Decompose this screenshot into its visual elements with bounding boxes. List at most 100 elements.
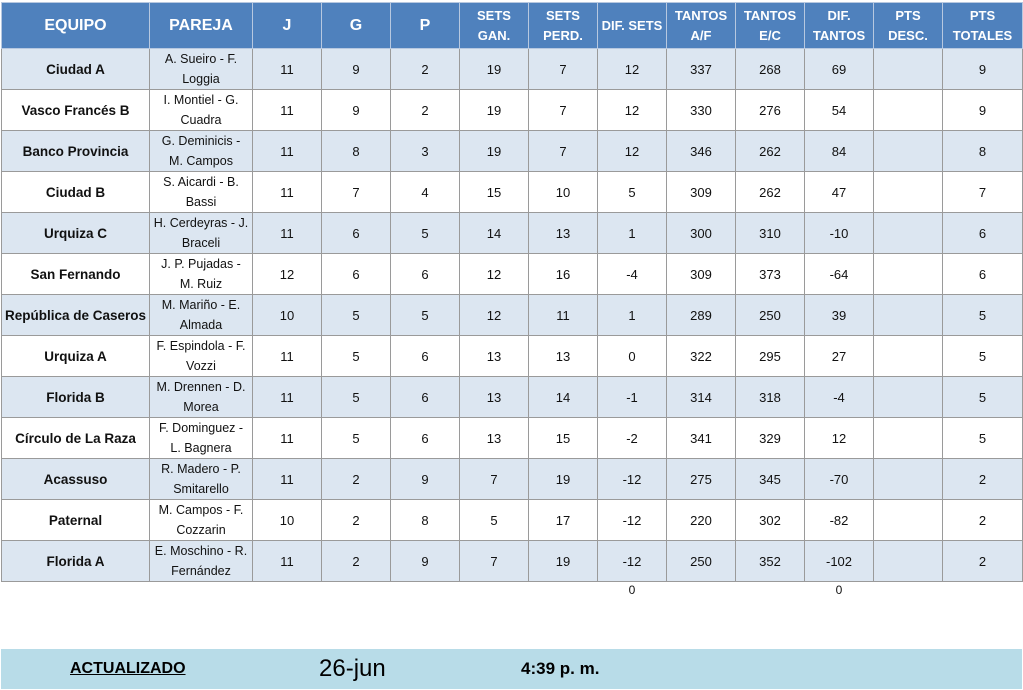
cell-pts-totales: 8 <box>942 130 1023 172</box>
header-row: EQUIPO PAREJA J G P SETS GAN. SETS PERD. D… <box>1 2 1023 49</box>
pair-line: R. Madero - P. <box>161 462 241 476</box>
cell-pts-totales: 5 <box>942 335 1023 377</box>
pair-line: Morea <box>183 400 219 414</box>
cell-g: 6 <box>321 253 391 295</box>
table-row: Paternal M. Campos - F. Cozzarin 10 2 8 5 17 -12… <box>1 499 1023 541</box>
cell-pareja: R. Madero - P. Smitarello <box>149 458 253 500</box>
pair-line: M. Campos - F. <box>158 503 244 517</box>
cell-sets-gan: 19 <box>459 130 529 172</box>
pair-line: M. Campos <box>169 154 233 168</box>
cell-tantos-af: 314 <box>666 376 736 418</box>
cell-pts-totales: 9 <box>942 48 1023 90</box>
cell-sets-perd: 14 <box>528 376 598 418</box>
col-header-tantos-ec: TANTOS E/C <box>735 2 805 49</box>
cell-dif-sets: -4 <box>597 253 667 295</box>
cell-pareja: M. Mariño - E. Almada <box>149 294 253 336</box>
cell-sets-perd: 16 <box>528 253 598 295</box>
cell-dif-sets: 12 <box>597 89 667 131</box>
cell-pts-desc <box>873 376 943 418</box>
cell-j: 11 <box>252 130 322 172</box>
cell-sets-perd: 19 <box>528 458 598 500</box>
cell-g: 8 <box>321 130 391 172</box>
table-row: Urquiza C H. Cerdeyras - J. Braceli 11 6 5 14 1… <box>1 212 1023 254</box>
cell-tantos-ec: 276 <box>735 89 805 131</box>
cell-dif-sets: -12 <box>597 458 667 500</box>
cell-dif-tantos: -10 <box>804 212 874 254</box>
cell-dif-sets: -12 <box>597 540 667 582</box>
pair-line: J. P. Pujadas - <box>161 257 241 271</box>
cell-pts-desc <box>873 171 943 213</box>
cell-equipo: Paternal <box>1 499 150 541</box>
standings-table: EQUIPO PAREJA J G P SETS GAN. SETS PERD. D… <box>1 2 1023 582</box>
cell-g: 5 <box>321 335 391 377</box>
cell-tantos-ec: 345 <box>735 458 805 500</box>
table-row: Ciudad A A. Sueiro - F. Loggia 11 9 2 19 7 12 337… <box>1 48 1023 90</box>
cell-g: 5 <box>321 417 391 459</box>
cell-tantos-af: 300 <box>666 212 736 254</box>
cell-tantos-af: 220 <box>666 499 736 541</box>
cell-dif-tantos: -82 <box>804 499 874 541</box>
pair-line: G. Deminicis - <box>161 134 241 148</box>
cell-p: 3 <box>390 130 460 172</box>
cell-pts-totales: 5 <box>942 294 1023 336</box>
cell-pts-totales: 6 <box>942 253 1023 295</box>
pair-line: Almada <box>179 318 223 332</box>
cell-p: 2 <box>390 48 460 90</box>
cell-g: 5 <box>321 294 391 336</box>
pair-line: F. Dominguez - <box>158 421 244 435</box>
table-row: Vasco Francés B I. Montiel - G. Cuadra 11 9 2… <box>1 89 1023 131</box>
cell-tantos-af: 337 <box>666 48 736 90</box>
cell-dif-tantos: -4 <box>804 376 874 418</box>
cell-sets-perd: 7 <box>528 130 598 172</box>
cell-pts-totales: 5 <box>942 417 1023 459</box>
cell-tantos-af: 346 <box>666 130 736 172</box>
cell-dif-sets: -1 <box>597 376 667 418</box>
cell-g: 9 <box>321 48 391 90</box>
cell-tantos-ec: 262 <box>735 171 805 213</box>
updated-date: 26-jun <box>319 655 386 682</box>
cell-equipo: Urquiza A <box>1 335 150 377</box>
cell-pts-totales: 2 <box>942 540 1023 582</box>
cell-equipo: San Fernando <box>1 253 150 295</box>
updated-time: 4:39 p. m. <box>521 659 600 678</box>
pair-line: H. Cerdeyras - J. <box>153 216 249 230</box>
col-header-pts-desc: PTS DESC. <box>873 2 943 49</box>
update-banner: ACTUALIZADO 26-jun 4:39 p. m. <box>1 649 1022 689</box>
col-header-g: G <box>321 2 391 49</box>
cell-sets-gan: 13 <box>459 335 529 377</box>
pair-line: Braceli <box>181 236 221 250</box>
col-header-dif-sets: DIF. SETS <box>597 2 667 49</box>
cell-g: 2 <box>321 540 391 582</box>
cell-equipo: República de Caseros <box>1 294 150 336</box>
cell-tantos-ec: 373 <box>735 253 805 295</box>
cell-tantos-af: 309 <box>666 253 736 295</box>
table-row: Ciudad B S. Aicardi - B. Bassi 11 7 4 15 10 5 309… <box>1 171 1023 213</box>
cell-sets-perd: 13 <box>528 212 598 254</box>
cell-j: 10 <box>252 499 322 541</box>
pair-line: Loggia <box>182 72 220 86</box>
cell-sets-gan: 15 <box>459 171 529 213</box>
cell-j: 11 <box>252 89 322 131</box>
cell-tantos-ec: 352 <box>735 540 805 582</box>
updated-label: ACTUALIZADO <box>70 660 186 677</box>
cell-dif-tantos: 39 <box>804 294 874 336</box>
cell-p: 5 <box>390 212 460 254</box>
cell-pts-totales: 5 <box>942 376 1023 418</box>
cell-g: 9 <box>321 89 391 131</box>
col-header-tantos-af: TANTOS A/F <box>666 2 736 49</box>
cell-g: 2 <box>321 499 391 541</box>
cell-sets-gan: 19 <box>459 89 529 131</box>
cell-pts-desc <box>873 89 943 131</box>
cell-j: 11 <box>252 48 322 90</box>
table-row: República de Caseros M. Mariño - E. Almada… <box>1 294 1023 336</box>
cell-dif-sets: 1 <box>597 294 667 336</box>
cell-tantos-ec: 268 <box>735 48 805 90</box>
table-row: Florida A E. Moschino - R. Fernández 11 2 9 7 1… <box>1 540 1023 582</box>
cell-pareja: M. Drennen - D. Morea <box>149 376 253 418</box>
dif-tantos-total: 0 <box>835 583 843 597</box>
cell-sets-perd: 11 <box>528 294 598 336</box>
cell-g: 7 <box>321 171 391 213</box>
table-row: Círculo de La Raza F. Dominguez - L. Bagne… <box>1 417 1023 459</box>
cell-equipo: Círculo de La Raza <box>1 417 150 459</box>
cell-equipo: Banco Provincia <box>1 130 150 172</box>
